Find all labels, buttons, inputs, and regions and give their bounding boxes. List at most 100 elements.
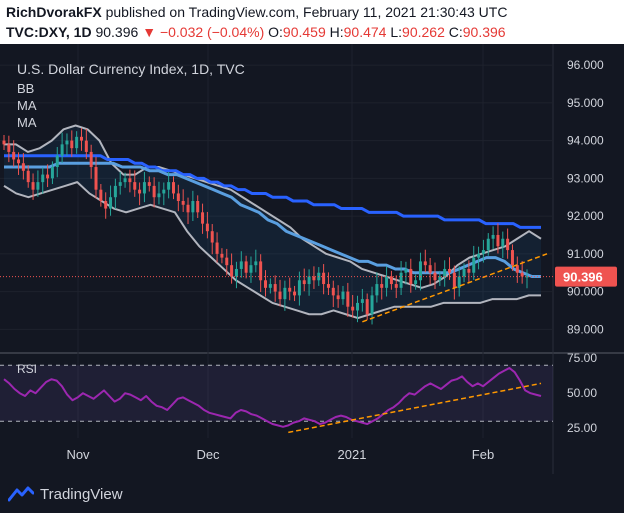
candle-body — [133, 182, 137, 190]
candle-body — [36, 182, 40, 190]
candle-body — [123, 178, 127, 183]
candle-body — [234, 268, 238, 277]
candle-body — [326, 284, 330, 288]
price-tick-label: 96.000 — [567, 58, 604, 72]
candle-body — [186, 204, 190, 213]
price-tick-label: 92.000 — [567, 209, 604, 223]
candle-body — [457, 276, 461, 288]
ma-slow-line — [4, 154, 541, 229]
last-price-label: 90.396 — [563, 270, 603, 285]
rsi-pane: 75.00 50.00 25.00 — [0, 351, 597, 435]
high-value: 90.474 — [343, 24, 387, 40]
price-tick-label: 90.000 — [567, 285, 604, 299]
candle-body — [418, 261, 422, 281]
candle-body — [510, 250, 514, 266]
candle-body — [506, 238, 510, 251]
trendlines — [362, 253, 548, 323]
candle-body — [472, 257, 476, 273]
price-chart[interactable]: 96.000 95.000 94.000 93.000 92.000 91.000 90.0… — [0, 44, 624, 513]
candle-body — [501, 238, 505, 247]
candle-body — [196, 201, 200, 213]
rsi-line — [3, 367, 542, 428]
candle-body — [443, 268, 447, 277]
candle-body — [394, 284, 398, 288]
chart-background — [0, 44, 624, 474]
price-tick-label: 93.000 — [567, 171, 604, 185]
bb-legend[interactable]: BB — [17, 81, 34, 96]
chart-title: U.S. Dollar Currency Index, 1D, TVC — [17, 61, 245, 77]
candle-body — [50, 167, 54, 179]
candle-body — [118, 182, 122, 186]
candle-body — [404, 268, 408, 273]
grid — [0, 44, 624, 474]
candle-body — [99, 189, 103, 201]
candle-body — [307, 276, 311, 285]
ma-legend-1[interactable]: MA — [17, 98, 37, 113]
candle-body — [75, 136, 79, 149]
candle-body — [157, 193, 161, 198]
rsi-trendline — [288, 382, 542, 434]
candle-body — [41, 174, 45, 183]
price-trendline — [362, 253, 548, 323]
indicator-lines — [3, 124, 542, 320]
candle-body — [191, 201, 195, 213]
tradingview-brand: TradingView — [40, 485, 123, 503]
candle-body — [84, 140, 88, 152]
candle-body — [259, 261, 263, 281]
candle-body — [346, 291, 350, 307]
author-name[interactable]: RichDvorakFX — [6, 4, 102, 20]
candle-body — [356, 302, 360, 311]
candle-body — [176, 193, 180, 201]
candle-body — [31, 182, 35, 190]
tradingview-logo[interactable]: TradingView — [8, 485, 123, 503]
candle-body — [477, 253, 481, 258]
rsi-tick-label: 25.00 — [567, 421, 597, 435]
close-label: C: — [448, 24, 463, 40]
candle-body — [70, 140, 74, 149]
candle-body — [370, 295, 374, 315]
candle-body — [496, 234, 500, 247]
rsi-tick-label: 50.00 — [567, 386, 597, 400]
candle-body — [365, 299, 369, 315]
candle-body — [525, 276, 529, 278]
candle-body — [201, 212, 205, 224]
candle-body — [7, 144, 11, 152]
publish-text: published on TradingView.com, February 1… — [101, 4, 508, 20]
candle-body — [389, 276, 393, 285]
low-label: L: — [390, 24, 403, 40]
bb-lower-line — [3, 181, 541, 320]
rsi-tick-label: 75.00 — [567, 351, 597, 365]
candle-body — [162, 189, 166, 194]
price-tick-label: 95.000 — [567, 96, 604, 110]
candle-body — [297, 280, 301, 296]
price-axis[interactable]: 96.000 95.000 94.000 93.000 92.000 91.000 90.0… — [0, 58, 617, 336]
rsi-legend[interactable]: RSI — [17, 362, 37, 376]
candle-body — [26, 170, 30, 183]
close-value: 90.396 — [462, 24, 506, 40]
candle-body — [46, 174, 50, 179]
time-axis[interactable]: Nov Dec 2021 Feb — [66, 447, 494, 462]
candle-body — [438, 276, 442, 281]
candle-body — [283, 287, 287, 300]
time-tick-label: Feb — [472, 447, 494, 462]
last-price: 90.396 — [95, 24, 139, 40]
candle-body — [481, 250, 485, 254]
candle-body — [65, 140, 69, 145]
candle-body — [171, 182, 175, 194]
candle-body — [452, 272, 456, 288]
candle-body — [433, 272, 437, 281]
price-tick-label: 94.000 — [567, 134, 604, 148]
candle-body — [60, 144, 64, 156]
ma-legend-2[interactable]: MA — [17, 115, 37, 130]
candle-body — [89, 151, 93, 168]
candle-body — [249, 265, 253, 273]
candle-body — [167, 182, 171, 190]
price-tick-label: 91.000 — [567, 247, 604, 261]
candle-body — [239, 261, 243, 269]
candle-body — [380, 284, 384, 288]
candle-body — [399, 272, 403, 288]
candle-body — [448, 268, 452, 273]
candle-body — [268, 284, 272, 288]
candle-body — [79, 136, 83, 141]
ohlc-bar: TVC:DXY, 1D 90.396 ▼ −0.032 (−0.04%) O:9… — [6, 24, 506, 40]
